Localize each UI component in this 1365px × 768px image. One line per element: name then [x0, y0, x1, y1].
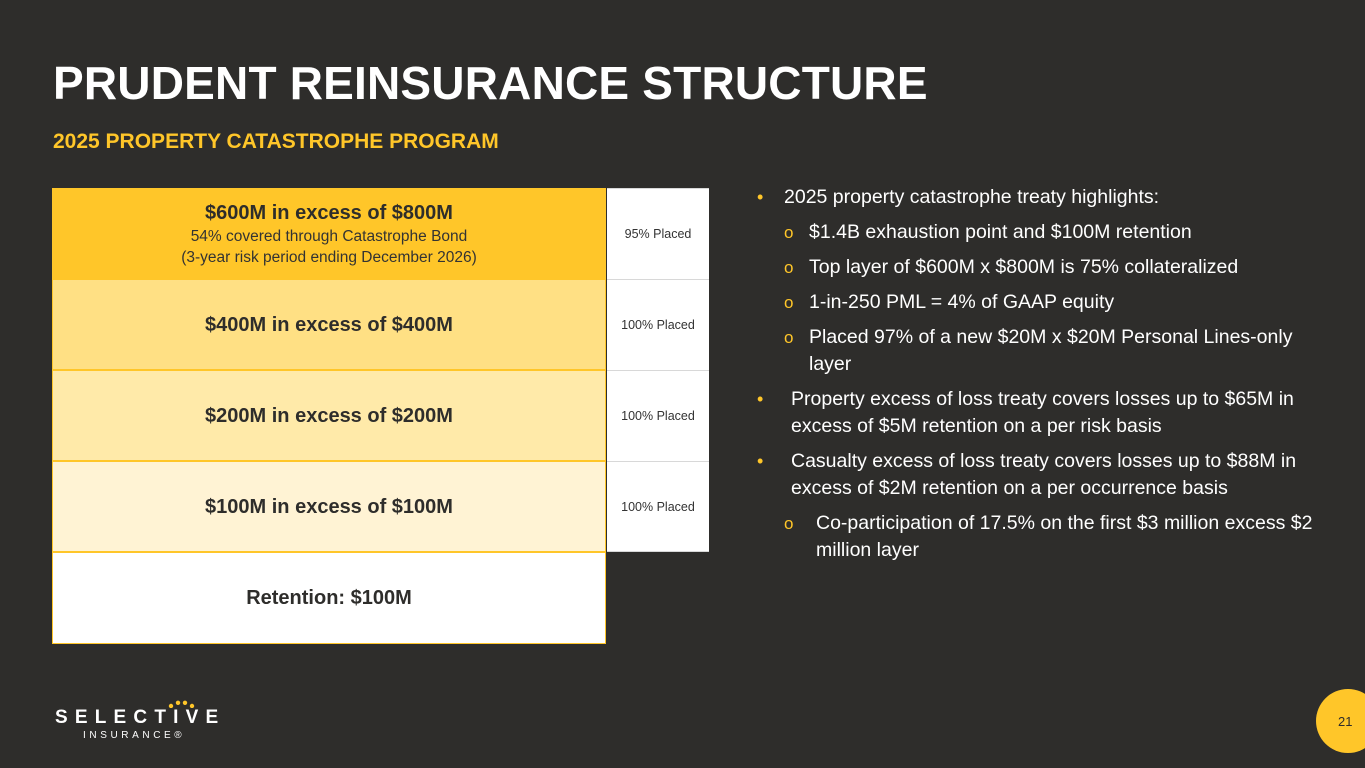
list-item: o Co-participation of 17.5% on the first… — [757, 510, 1317, 564]
sub-bullet-icon: o — [784, 293, 794, 312]
selective-logo: SELECTIVE INSURANCE® — [55, 700, 218, 744]
list-item-text: Placed 97% of a new $20M x $20M Personal… — [809, 326, 1293, 375]
page-number-badge: 21 — [1316, 689, 1365, 753]
list-item-text: Co-participation of 17.5% on the first $… — [816, 512, 1313, 561]
tower-layer-4: $100M in excess of $100M — [52, 461, 606, 552]
layer-label: Retention: $100M — [246, 587, 412, 609]
list-item: o $1.4B exhaustion point and $100M reten… — [757, 219, 1317, 246]
sub-bullet-icon: o — [784, 328, 794, 347]
list-item: • Casualty excess of loss treaty covers … — [757, 448, 1317, 502]
tower-layer-3: $200M in excess of $200M — [52, 370, 606, 461]
placement-label: 100% Placed — [607, 279, 709, 370]
bullet-icon: • — [757, 389, 764, 409]
logo-dots-icon — [168, 700, 195, 708]
list-item: • 2025 property catastrophe treaty highl… — [757, 184, 1317, 211]
layer-label: $400M in excess of $400M — [205, 313, 453, 336]
page-number: 21 — [1338, 714, 1353, 729]
list-item: o Placed 97% of a new $20M x $20M Person… — [757, 324, 1317, 378]
list-item-text: Top layer of $600M x $800M is 75% collat… — [809, 256, 1239, 278]
sub-bullet-icon: o — [784, 223, 794, 242]
tower-layer-top: $600M in excess of $800M 54% covered thr… — [52, 188, 606, 280]
list-item-text: 1-in-250 PML = 4% of GAAP equity — [809, 291, 1115, 313]
layer-label: $100M in excess of $100M — [205, 495, 453, 518]
highlights-list: • 2025 property catastrophe treaty highl… — [757, 184, 1317, 564]
placement-label: 100% Placed — [607, 461, 709, 552]
tower-layer-2: $400M in excess of $400M — [52, 279, 606, 370]
list-item-text: Casualty excess of loss treaty covers lo… — [791, 450, 1297, 499]
layer-note: (3-year risk period ending December 2026… — [181, 249, 477, 266]
placement-label: 100% Placed — [607, 370, 709, 461]
layer-note: 54% covered through Catastrophe Bond — [190, 228, 468, 245]
list-item: o Top layer of $600M x $800M is 75% coll… — [757, 254, 1317, 281]
logo-wordmark: SELECTIVE — [55, 707, 226, 728]
reinsurance-tower: $600M in excess of $800M 54% covered thr… — [52, 188, 608, 644]
page-title: PRUDENT REINSURANCE STRUCTURE — [53, 57, 928, 109]
list-item-text: Property excess of loss treaty covers lo… — [791, 388, 1294, 437]
bullet-icon: • — [757, 451, 764, 471]
list-item: o 1-in-250 PML = 4% of GAAP equity — [757, 289, 1317, 316]
sub-bullet-icon: o — [784, 514, 794, 533]
sub-bullet-icon: o — [784, 258, 794, 277]
list-item-text: $1.4B exhaustion point and $100M retenti… — [809, 221, 1192, 243]
layer-label: $600M in excess of $800M — [205, 202, 453, 224]
layer-label: $200M in excess of $200M — [205, 404, 453, 427]
page-subtitle: 2025 PROPERTY CATASTROPHE PROGRAM — [53, 130, 499, 153]
list-item-text: 2025 property catastrophe treaty highlig… — [784, 186, 1160, 208]
list-item: • Property excess of loss treaty covers … — [757, 386, 1317, 440]
logo-tagline: INSURANCE® — [83, 730, 186, 741]
bullet-icon: • — [757, 187, 764, 207]
tower-layer-retention: Retention: $100M — [52, 552, 606, 644]
placement-label: 95% Placed — [607, 188, 709, 279]
